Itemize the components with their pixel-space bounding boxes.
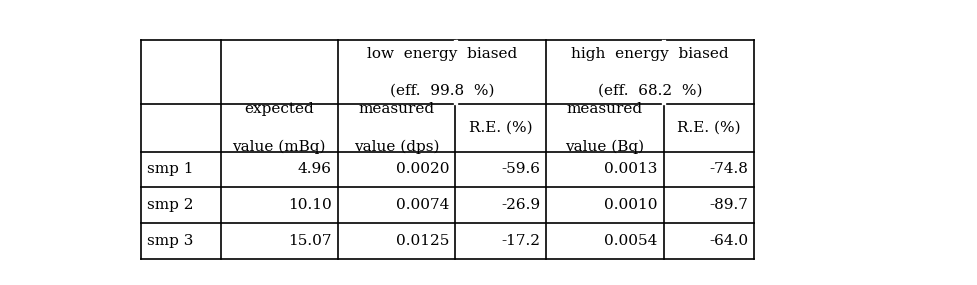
Text: measured

value (dps): measured value (dps) — [354, 102, 440, 154]
Text: 0.0074: 0.0074 — [396, 198, 449, 212]
Text: 0.0010: 0.0010 — [604, 198, 658, 212]
Text: -74.8: -74.8 — [709, 162, 748, 176]
Text: R.E. (%): R.E. (%) — [469, 121, 532, 135]
Text: measured

value (Bq): measured value (Bq) — [566, 102, 645, 154]
Text: 0.0054: 0.0054 — [604, 234, 658, 248]
Text: -64.0: -64.0 — [709, 234, 748, 248]
Text: smp 2: smp 2 — [148, 198, 193, 212]
Text: 0.0125: 0.0125 — [396, 234, 449, 248]
Text: high  energy  biased

(eff.  68.2  %): high energy biased (eff. 68.2 %) — [572, 47, 729, 97]
Text: smp 1: smp 1 — [148, 162, 193, 176]
Text: low  energy  biased

(eff.  99.8  %): low energy biased (eff. 99.8 %) — [367, 47, 517, 97]
Text: 10.10: 10.10 — [288, 198, 332, 212]
Text: -89.7: -89.7 — [709, 198, 748, 212]
Text: 0.0013: 0.0013 — [604, 162, 658, 176]
Text: expected

value (mBq): expected value (mBq) — [233, 102, 326, 154]
Text: smp 3: smp 3 — [148, 234, 193, 248]
Text: -26.9: -26.9 — [501, 198, 540, 212]
Text: -17.2: -17.2 — [501, 234, 540, 248]
Text: 15.07: 15.07 — [288, 234, 332, 248]
Text: 0.0020: 0.0020 — [396, 162, 449, 176]
Text: R.E. (%): R.E. (%) — [677, 121, 741, 135]
Text: -59.6: -59.6 — [501, 162, 540, 176]
Text: 4.96: 4.96 — [298, 162, 332, 176]
